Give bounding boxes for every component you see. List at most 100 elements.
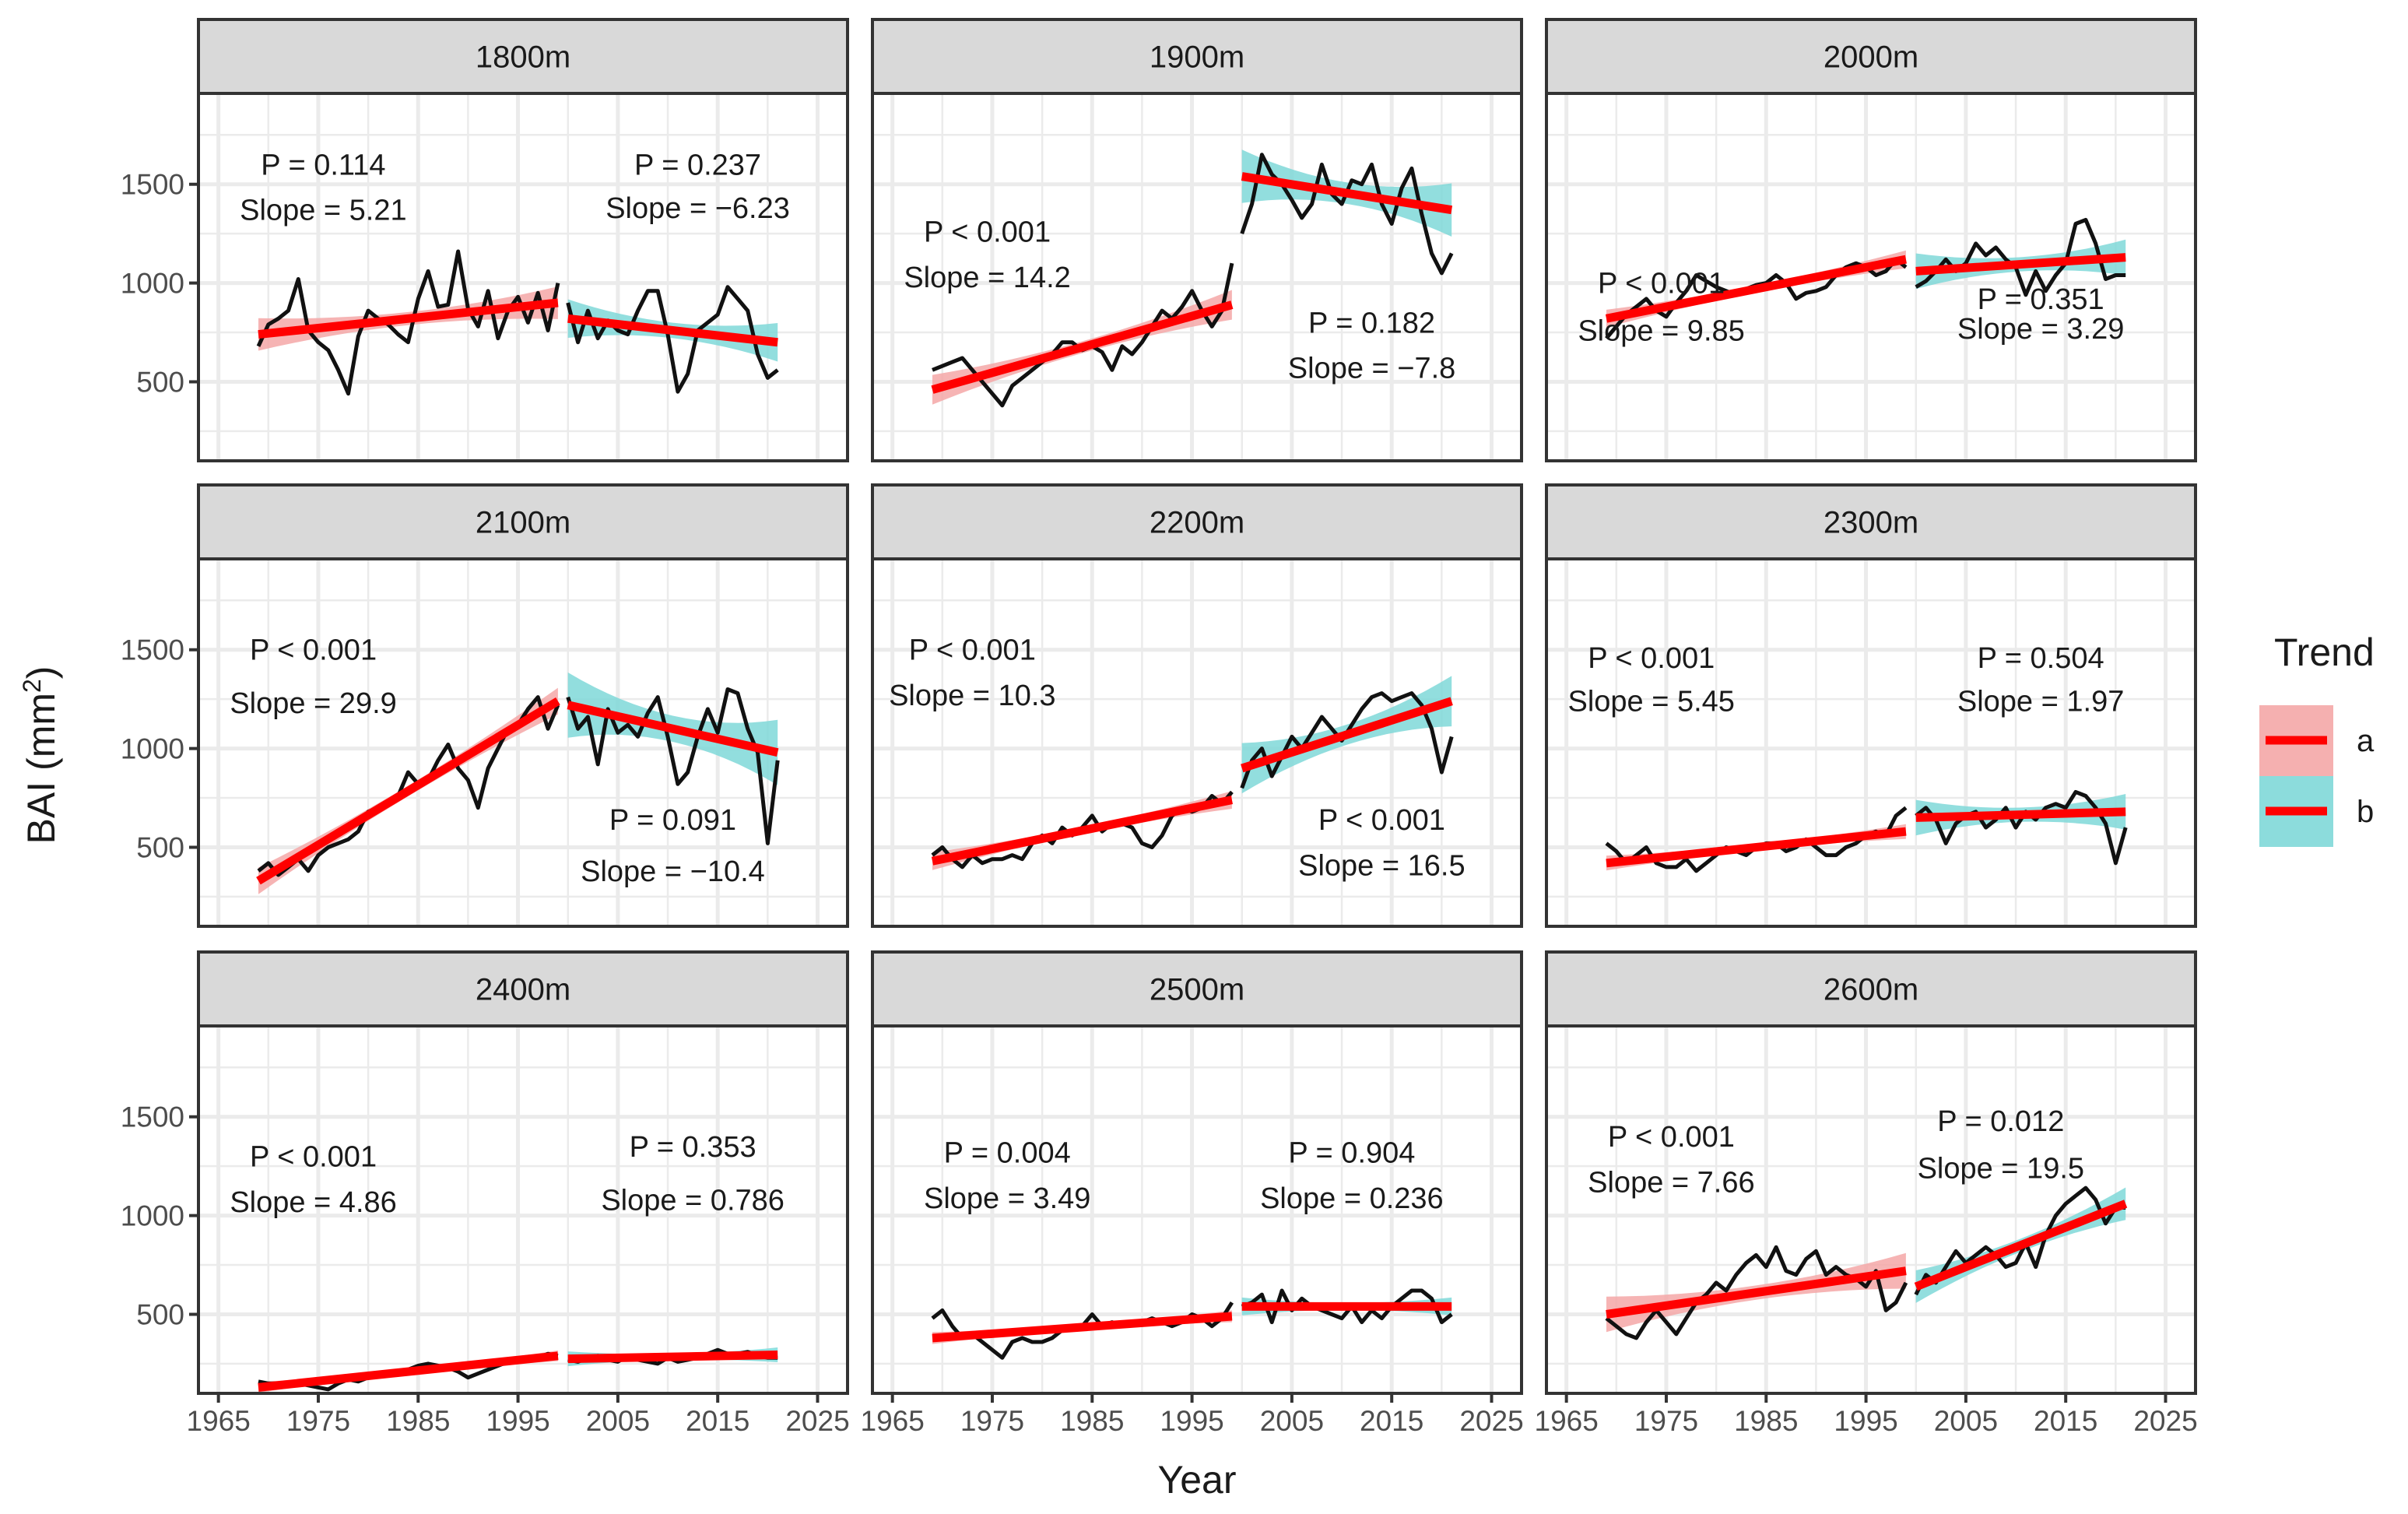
x-tick-label: 2015 xyxy=(2034,1405,2097,1437)
plot-background xyxy=(198,1026,848,1393)
x-tick-label: 1965 xyxy=(1535,1405,1599,1437)
trend-line-a xyxy=(258,1351,559,1392)
x-tick-label: 2025 xyxy=(785,1405,849,1437)
slope-label-b: Slope = 0.786 xyxy=(601,1184,785,1217)
strip-label: 2200m xyxy=(1150,506,1244,540)
x-tick-label: 1985 xyxy=(1060,1405,1124,1437)
p-value-label-b: P = 0.012 xyxy=(1937,1105,2064,1138)
slope-label-b: Slope = 3.29 xyxy=(1957,313,2124,346)
slope-label-a: Slope = 7.66 xyxy=(1588,1166,1754,1199)
plot-background xyxy=(872,93,1522,461)
slope-label-b: Slope = −6.23 xyxy=(606,192,790,225)
p-value-label-b: P = 0.091 xyxy=(609,804,736,837)
trend-line-a xyxy=(932,1312,1233,1343)
slope-label-a: Slope = 3.49 xyxy=(924,1182,1090,1215)
x-tick-label: 1985 xyxy=(1734,1405,1798,1437)
trend-line-a xyxy=(1606,1266,1907,1319)
y-tick-label: 500 xyxy=(136,831,184,863)
y-tick-label: 1000 xyxy=(121,733,184,765)
plot-background xyxy=(198,93,848,461)
x-tick-label: 2005 xyxy=(1260,1405,1324,1437)
panel-border xyxy=(197,1024,849,1395)
slope-label-b: Slope = 1.97 xyxy=(1957,686,2124,718)
trend-line-a xyxy=(258,298,559,339)
p-value-label-b: P = 0.237 xyxy=(634,149,761,181)
trend-line-b xyxy=(567,701,779,757)
panel-2500m: 2500m P = 0.004 Slope = 3.49 P = 0.904 Slope… xyxy=(861,950,1524,1437)
x-tick-label: 1975 xyxy=(286,1405,350,1437)
trend-line-a xyxy=(931,796,1234,866)
strip-label: 2100m xyxy=(476,506,570,540)
x-tick-label: 1995 xyxy=(486,1405,549,1437)
p-value-label-a: P = 0.114 xyxy=(261,149,385,181)
x-tick-label: 1965 xyxy=(861,1405,925,1437)
bai-series-b xyxy=(566,687,780,845)
trend-line-b xyxy=(1915,253,2126,276)
slope-label-a: Slope = 5.45 xyxy=(1567,686,1734,718)
legend: Trend a b xyxy=(2259,631,2375,847)
trend-line-a xyxy=(256,697,560,885)
strip-background xyxy=(871,18,1523,95)
p-value-label-a: P < 0.001 xyxy=(250,634,377,667)
p-value-label-b: P = 0.351 xyxy=(1978,283,2104,316)
strip-background xyxy=(197,483,849,560)
strip-background xyxy=(871,483,1523,560)
p-value-label-b: P = 0.904 xyxy=(1288,1136,1415,1169)
x-tick-label: 1995 xyxy=(1834,1405,1897,1437)
panel-1900m: 1900m P < 0.001 Slope = 14.2 P = 0.182 Slope… xyxy=(871,18,1523,462)
trend-line-b xyxy=(1241,697,1453,773)
bai-series-b xyxy=(1915,789,2128,866)
panel-border xyxy=(197,557,849,928)
trend-line-b xyxy=(1241,172,1453,215)
x-tick-label: 1975 xyxy=(960,1405,1024,1437)
p-value-label-b: P = 0.504 xyxy=(1978,642,2104,675)
panel-border xyxy=(1545,92,2197,462)
strip-label: 2600m xyxy=(1824,973,1918,1007)
y-tick-label: 1000 xyxy=(121,1200,184,1232)
panel-border xyxy=(197,92,849,462)
strip-label: 1900m xyxy=(1150,40,1244,75)
y-tick-label: 500 xyxy=(136,366,184,398)
bai-series-b xyxy=(1914,1186,2126,1296)
y-tick-label: 1500 xyxy=(121,169,184,201)
trend-line-a xyxy=(1605,255,1907,323)
panel-border xyxy=(1545,557,2197,928)
p-value-label-a: P < 0.001 xyxy=(1608,1121,1735,1154)
trend-line-b xyxy=(567,314,778,347)
x-tick-label: 2015 xyxy=(1360,1405,1423,1437)
x-axis-title: Year xyxy=(1157,1458,1236,1502)
strip-background xyxy=(197,18,849,95)
trend-line-a xyxy=(1606,827,1907,868)
panel-2600m: 2600m P < 0.001 Slope = 7.66 P = 0.012 Slope… xyxy=(1535,950,2198,1437)
y-axis-title-main: BAI (mm xyxy=(19,693,63,844)
panel-2300m: 2300m P < 0.001 Slope = 5.45 P = 0.504 Slope… xyxy=(1545,483,2197,928)
y-axis-title-superscript: 2 xyxy=(18,679,46,693)
strip-background xyxy=(1545,483,2197,560)
strip-label: 2500m xyxy=(1150,973,1244,1007)
strip-label: 2300m xyxy=(1824,506,1918,540)
slope-label-b: Slope = 19.5 xyxy=(1918,1153,2084,1186)
panel-1800m: 1800m P = 0.114 Slope = 5.21 P = 0.237 Slope… xyxy=(121,18,849,462)
x-tick-label: 2025 xyxy=(1459,1405,1523,1437)
panel-border xyxy=(871,557,1523,928)
plot-background xyxy=(1546,559,2196,926)
panel-border xyxy=(871,1024,1523,1395)
x-tick-label: 1985 xyxy=(386,1405,450,1437)
x-tick-label: 2005 xyxy=(1934,1405,1998,1437)
bai-series-b xyxy=(566,285,779,394)
trend-line-a xyxy=(931,300,1234,394)
p-value-label-b: P = 0.353 xyxy=(630,1131,756,1164)
x-tick-label: 2015 xyxy=(686,1405,749,1437)
slope-label-b: Slope = −10.4 xyxy=(581,855,765,888)
panel-2000m: 2000m P < 0.001 Slope = 9.85 P = 0.351Slope… xyxy=(1545,18,2197,462)
x-tick-label: 2005 xyxy=(586,1405,650,1437)
strip-background xyxy=(1545,950,2197,1027)
slope-label-a: Slope = 10.3 xyxy=(889,680,1055,712)
y-tick-label: 500 xyxy=(136,1298,184,1330)
legend-label-b: b xyxy=(2357,795,2374,829)
p-value-label-a: P < 0.001 xyxy=(1598,268,1725,300)
p-value-label-a: P < 0.001 xyxy=(250,1140,377,1173)
strip-label: 2000m xyxy=(1824,40,1918,75)
y-tick-label: 1500 xyxy=(121,634,184,666)
